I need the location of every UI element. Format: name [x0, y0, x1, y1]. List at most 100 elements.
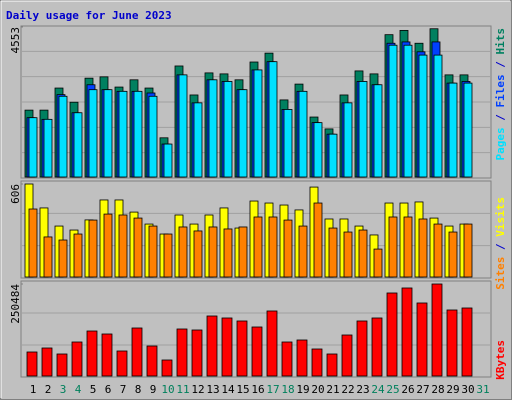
legend-separator	[494, 121, 507, 128]
bar	[461, 307, 473, 377]
bar	[328, 227, 338, 278]
bar	[148, 95, 158, 178]
bar	[43, 118, 53, 178]
x-tick-label: 29	[446, 383, 459, 396]
x-tick-label: 6	[105, 383, 112, 396]
x-tick-label: 5	[90, 383, 97, 396]
legend: Sites / Visits	[494, 197, 507, 290]
bar	[371, 317, 383, 377]
bar	[326, 353, 338, 377]
x-tick-label: 1	[30, 383, 37, 396]
bar	[268, 216, 278, 278]
bar	[58, 239, 68, 278]
bar	[193, 102, 203, 178]
bar	[341, 334, 353, 377]
bar	[71, 341, 83, 377]
x-tick-label: 27	[416, 383, 429, 396]
bar	[118, 214, 128, 278]
legend-entry: Pages	[494, 127, 507, 160]
bar	[26, 351, 38, 377]
bar	[73, 233, 83, 278]
bar	[223, 228, 233, 278]
x-tick-label: 11	[176, 383, 189, 396]
bar	[283, 109, 293, 178]
bar	[298, 90, 308, 178]
bar	[88, 89, 98, 178]
bar	[236, 320, 248, 377]
x-tick-label: 13	[206, 383, 219, 396]
bar	[86, 330, 98, 377]
x-tick-label: 10	[161, 383, 174, 396]
bar	[281, 341, 293, 377]
bar	[146, 345, 158, 377]
bar	[163, 143, 173, 178]
bar	[103, 213, 113, 278]
bar	[463, 223, 473, 278]
x-tick-label: 14	[221, 383, 235, 396]
legend-entry: KBytes	[494, 340, 507, 380]
legend: Pages / Files / Hits	[494, 28, 507, 161]
y-tick-label: 4553	[9, 27, 22, 54]
bar	[463, 82, 473, 178]
bar	[223, 81, 233, 178]
bar	[418, 54, 428, 178]
legend-entry: Files	[494, 74, 507, 107]
x-tick-label: 26	[401, 383, 414, 396]
bar	[401, 287, 413, 377]
x-tick-label: 31	[476, 383, 489, 396]
bar	[328, 133, 338, 178]
bar	[386, 292, 398, 377]
bar	[148, 225, 158, 278]
legend-separator: /	[494, 114, 507, 121]
bar	[266, 310, 278, 377]
bar	[418, 218, 428, 278]
x-tick-label: 23	[356, 383, 369, 396]
bar	[208, 79, 218, 178]
bar	[56, 353, 68, 377]
bar	[433, 54, 443, 178]
bar	[103, 89, 113, 178]
bar	[206, 315, 218, 377]
bar	[58, 95, 68, 178]
bar	[88, 219, 98, 278]
bar	[416, 302, 428, 377]
x-tick-label: 12	[191, 383, 204, 396]
bar	[118, 90, 128, 178]
x-tick-label: 4	[75, 383, 82, 396]
legend-separator	[494, 68, 507, 75]
legend-entry: Hits	[494, 28, 507, 55]
bar	[191, 329, 203, 377]
x-tick-label: 9	[150, 383, 157, 396]
bar	[178, 226, 188, 278]
bar	[343, 102, 353, 178]
legend: KBytes	[494, 340, 507, 380]
y-tick-label: 606	[9, 184, 22, 204]
bar	[208, 226, 218, 278]
bar	[28, 208, 38, 278]
bar	[296, 339, 308, 377]
x-tick-label: 8	[135, 383, 142, 396]
bar	[28, 117, 38, 178]
x-tick-label: 16	[251, 383, 264, 396]
bar	[116, 350, 128, 377]
bar	[238, 226, 248, 278]
legend-separator	[494, 108, 507, 115]
bar	[403, 216, 413, 278]
x-tick-label: 3	[60, 383, 67, 396]
bar	[178, 74, 188, 178]
x-tick-label: 18	[281, 383, 294, 396]
bar	[343, 231, 353, 278]
bar	[41, 347, 53, 377]
bar	[101, 333, 113, 377]
bar	[373, 248, 383, 278]
bar	[298, 225, 308, 278]
x-tick-label: 17	[266, 383, 279, 396]
bar	[131, 327, 143, 377]
bar	[356, 320, 368, 377]
x-tick-label: 19	[296, 383, 309, 396]
bar	[446, 309, 458, 377]
y-tick-label: 250484	[9, 284, 22, 324]
bar	[358, 229, 368, 278]
legend-separator: /	[494, 61, 507, 68]
